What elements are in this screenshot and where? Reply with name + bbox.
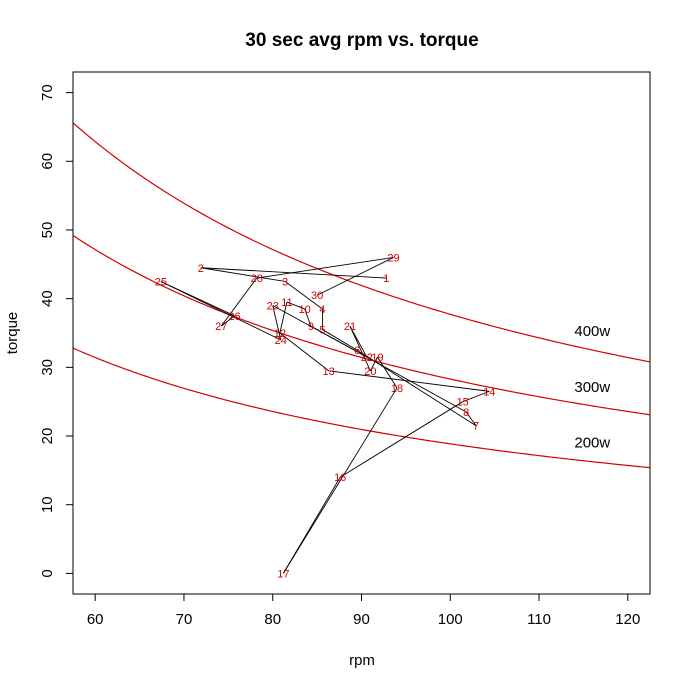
path-segment	[304, 308, 312, 327]
point-label-27: 27	[215, 321, 227, 333]
y-tick-label: 50	[39, 222, 56, 239]
power-curve-label: 300w	[574, 379, 610, 396]
y-tick-label: 40	[39, 290, 56, 307]
y-tick-label: 0	[39, 569, 56, 577]
point-label-22: 22	[361, 352, 373, 364]
point-label-24: 24	[275, 335, 287, 347]
path-segment	[369, 356, 378, 371]
power-curve-200w	[73, 347, 650, 469]
point-label-19: 19	[371, 352, 383, 364]
path-segment	[282, 387, 398, 574]
point-label-18: 18	[391, 383, 403, 395]
path-segment	[279, 332, 329, 372]
path-segment	[286, 301, 305, 310]
point-label-11: 11	[281, 297, 292, 309]
point-labels: 1234567891011121314151617181920212223242…	[155, 252, 496, 580]
path-segment	[377, 356, 398, 389]
x-tick-label: 60	[87, 611, 104, 628]
point-label-12: 12	[274, 328, 286, 340]
path-segment	[322, 329, 358, 351]
point-label-28: 28	[251, 273, 263, 285]
power-curve-label: 400w	[574, 323, 610, 340]
point-label-20: 20	[364, 366, 376, 378]
point-label-8: 8	[463, 407, 469, 419]
x-axis-label: rpm	[349, 652, 375, 669]
x-tick-label: 70	[176, 611, 193, 628]
point-label-5: 5	[319, 325, 325, 337]
path-segment	[462, 390, 490, 403]
point-label-16: 16	[334, 472, 346, 484]
path-segment	[328, 370, 490, 392]
x-axis: 60 70 80 90 100 110 120	[87, 593, 640, 628]
point-label-30: 30	[311, 290, 323, 302]
path-segment	[339, 401, 463, 478]
y-axis-label: torque	[4, 312, 21, 355]
power-curves	[73, 122, 650, 469]
point-label-3: 3	[282, 276, 288, 288]
point-label-15: 15	[457, 397, 469, 409]
point-label-26: 26	[228, 311, 240, 323]
data-path	[160, 257, 490, 574]
point-label-1: 1	[383, 273, 389, 285]
point-label-29: 29	[387, 252, 399, 264]
point-label-23: 23	[267, 301, 279, 313]
path-segment	[272, 305, 368, 358]
point-label-7: 7	[473, 421, 479, 433]
plot-frame	[72, 71, 651, 595]
path-segment	[279, 301, 288, 334]
power-curve-400w	[73, 122, 650, 363]
x-tick-label: 80	[264, 611, 281, 628]
path-segment	[465, 411, 477, 426]
y-tick-label: 60	[39, 153, 56, 170]
path-segment	[284, 281, 323, 310]
x-tick-label: 100	[438, 611, 463, 628]
path-segment	[220, 315, 235, 327]
point-label-10: 10	[299, 304, 311, 316]
point-label-25: 25	[155, 276, 167, 288]
point-label-13: 13	[323, 366, 335, 378]
path-segment	[272, 305, 282, 340]
point-label-4: 4	[319, 304, 325, 316]
path-segment	[200, 267, 286, 282]
path-segment	[256, 257, 394, 279]
y-tick-label: 20	[39, 428, 56, 445]
point-label-2: 2	[198, 263, 204, 275]
path-segment	[160, 281, 235, 317]
point-label-17: 17	[277, 568, 289, 580]
point-label-9: 9	[308, 321, 314, 333]
y-axis: 0 10 20 30 40 50 60 70	[39, 84, 74, 578]
power-curve-labels: 400w 300w 200w	[574, 323, 610, 452]
y-tick-label: 10	[39, 496, 56, 513]
chart-title: 30 sec avg rpm vs. torque	[245, 30, 478, 51]
y-tick-label: 70	[39, 84, 56, 101]
power-curve-300w	[73, 234, 650, 416]
power-curve-label: 200w	[574, 435, 610, 452]
path-segment	[349, 325, 371, 371]
path-segment	[220, 277, 258, 327]
point-label-6: 6	[354, 345, 360, 357]
path-segment	[349, 325, 368, 358]
point-label-14: 14	[483, 386, 495, 398]
path-segment	[316, 257, 394, 296]
point-label-21: 21	[344, 321, 356, 333]
y-tick-label: 30	[39, 359, 56, 376]
x-tick-label: 110	[527, 611, 551, 628]
x-tick-label: 120	[615, 611, 640, 628]
x-tick-label: 90	[353, 611, 370, 628]
